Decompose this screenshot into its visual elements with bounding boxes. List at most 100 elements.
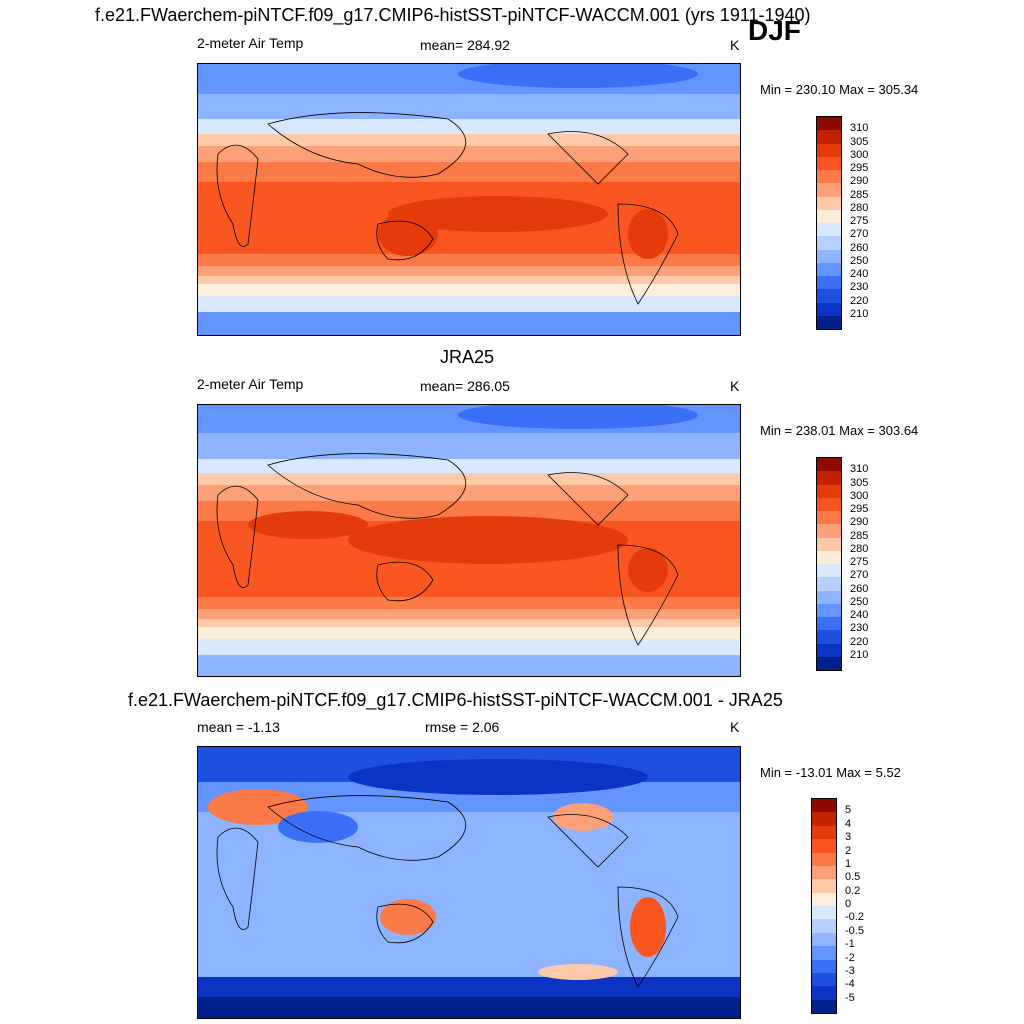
colorbar-swatch — [812, 999, 836, 1013]
colorbar-tick-label: 3 — [845, 831, 852, 844]
panel1-map — [197, 63, 741, 336]
panel2-map-field — [198, 405, 740, 676]
colorbar-tick-label: 210 — [850, 648, 869, 661]
colorbar-swatch — [817, 276, 841, 290]
colorbar-tick-label: 1 — [845, 857, 852, 870]
colorbar-tick-label: 280 — [850, 201, 869, 214]
colorbar-swatch — [817, 590, 841, 604]
colorbar-tick-label: 280 — [850, 542, 869, 555]
colorbar-swatch — [817, 550, 841, 564]
colorbar-swatch — [817, 643, 841, 657]
colorbar-swatch — [812, 825, 836, 840]
colorbar-swatch — [817, 484, 841, 498]
panel1-minmax: Min = 230.10 Max = 305.34 — [760, 82, 919, 97]
colorbar-tick-label: 260 — [850, 582, 869, 595]
colorbar-tick-label: -4 — [845, 978, 855, 991]
colorbar-tick-label: 2 — [845, 844, 852, 857]
colorbar-tick-label: 250 — [850, 254, 869, 267]
colorbar-swatch — [817, 183, 841, 197]
colorbar-swatch — [817, 223, 841, 237]
colorbar-tick-label: 0.2 — [845, 884, 861, 897]
colorbar-swatch — [817, 497, 841, 511]
colorbar-swatch — [817, 537, 841, 551]
panel2-title: JRA25 — [440, 347, 495, 367]
colorbar-swatch — [812, 812, 836, 826]
colorbar-swatch — [817, 143, 841, 157]
panel1-units: K — [730, 37, 740, 53]
colorbar-swatch — [817, 564, 841, 578]
colorbar-swatch — [817, 249, 841, 263]
colorbar-swatch — [812, 906, 836, 920]
panel3-minmax: Min = -13.01 Max = 5.52 — [760, 765, 901, 780]
colorbar-tick-label: -5 — [845, 991, 855, 1004]
panel2-map — [197, 404, 741, 677]
panel2-units: K — [730, 378, 740, 394]
colorbar-tick-label: 300 — [850, 489, 869, 502]
colorbar-tick-label: 275 — [850, 556, 869, 568]
panel2-colorbar: 310 305 300 295 290 285 280 275 270 260 250 240 230 2… — [816, 457, 876, 671]
colorbar-swatch — [812, 932, 836, 947]
colorbar-tick-label: 305 — [850, 476, 869, 489]
colorbar-box — [816, 457, 842, 671]
season-label: DJF — [748, 15, 801, 46]
panel1-map-field — [198, 64, 740, 335]
colorbar-tick-label: 250 — [850, 595, 869, 608]
colorbar-tick-label: 285 — [850, 188, 869, 201]
colorbar-swatch — [817, 524, 841, 538]
colorbar-tick-label: -2 — [845, 951, 855, 964]
colorbar-swatch — [817, 209, 841, 223]
colorbar-tick-label: 5 — [845, 804, 852, 817]
colorbar-swatch — [812, 852, 836, 866]
colorbar-swatch — [817, 236, 841, 250]
colorbar-swatch — [817, 130, 841, 144]
colorbar-tick-label: 300 — [850, 148, 869, 161]
colorbar-tick-label: 220 — [850, 635, 869, 648]
colorbar-tick-label: -0.5 — [845, 924, 864, 937]
colorbar-swatch — [817, 302, 841, 316]
colorbar-tick-label: 230 — [850, 622, 869, 635]
panel1-variable-label: 2-meter Air Temp — [197, 35, 304, 51]
colorbar-tick-label: 290 — [850, 175, 869, 188]
colorbar-swatch — [817, 656, 841, 670]
colorbar-tick-label: 285 — [850, 529, 869, 542]
colorbar-tick-label: 290 — [850, 516, 869, 529]
panel3-map-field — [198, 747, 740, 1018]
colorbar-swatch — [812, 972, 836, 987]
panel3-title: f.e21.FWaerchem-piNTCF.f09_g17.CMIP6-his… — [128, 690, 783, 710]
colorbar-swatch — [817, 577, 841, 591]
colorbar-swatch — [812, 865, 836, 880]
panel2-variable-label: 2-meter Air Temp — [197, 376, 304, 392]
panel2-minmax: Min = 238.01 Max = 303.64 — [760, 423, 919, 438]
panel1-mean-label: mean= 284.92 — [420, 37, 510, 53]
panel3-units: K — [730, 719, 740, 735]
colorbar-swatch — [812, 919, 836, 933]
colorbar-swatch — [812, 946, 836, 960]
colorbar-tick-label: 230 — [850, 281, 869, 294]
colorbar-swatch — [817, 170, 841, 184]
colorbar-swatch — [817, 196, 841, 210]
colorbar-tick-label: 4 — [845, 817, 852, 830]
colorbar-tick-label: 260 — [850, 241, 869, 254]
colorbar-tick-label: -0.2 — [845, 911, 864, 924]
colorbar-swatch — [817, 262, 841, 276]
colorbar-swatch — [812, 986, 836, 1000]
colorbar-box — [811, 798, 837, 1014]
colorbar-swatch — [817, 117, 841, 131]
colorbar-tick-label: 310 — [850, 122, 869, 135]
colorbar-tick-label: 240 — [850, 268, 869, 280]
colorbar-swatch — [817, 156, 841, 170]
panel1-colorbar: 310 305 300 295 290 285 280 275 270 260 250 240 230 2… — [816, 116, 876, 330]
colorbar-tick-label: 220 — [850, 294, 869, 307]
panel3-colorbar: 5 4 3 2 1 0.5 0.2 0 -0.2 -0.5 -1 -2 -3 -4 -5 — [811, 798, 871, 1014]
panel2-mean-label: mean= 286.05 — [420, 378, 510, 394]
colorbar-swatch — [812, 959, 836, 973]
colorbar-tick-label: 295 — [850, 162, 869, 174]
colorbar-swatch — [817, 458, 841, 472]
colorbar-swatch — [817, 617, 841, 631]
colorbar-swatch — [817, 289, 841, 303]
colorbar-tick-label: 270 — [850, 228, 869, 241]
colorbar-tick-label: 0 — [845, 898, 852, 910]
colorbar-tick-label: 295 — [850, 503, 869, 515]
colorbar-box — [816, 116, 842, 330]
colorbar-tick-label: 240 — [850, 609, 869, 621]
